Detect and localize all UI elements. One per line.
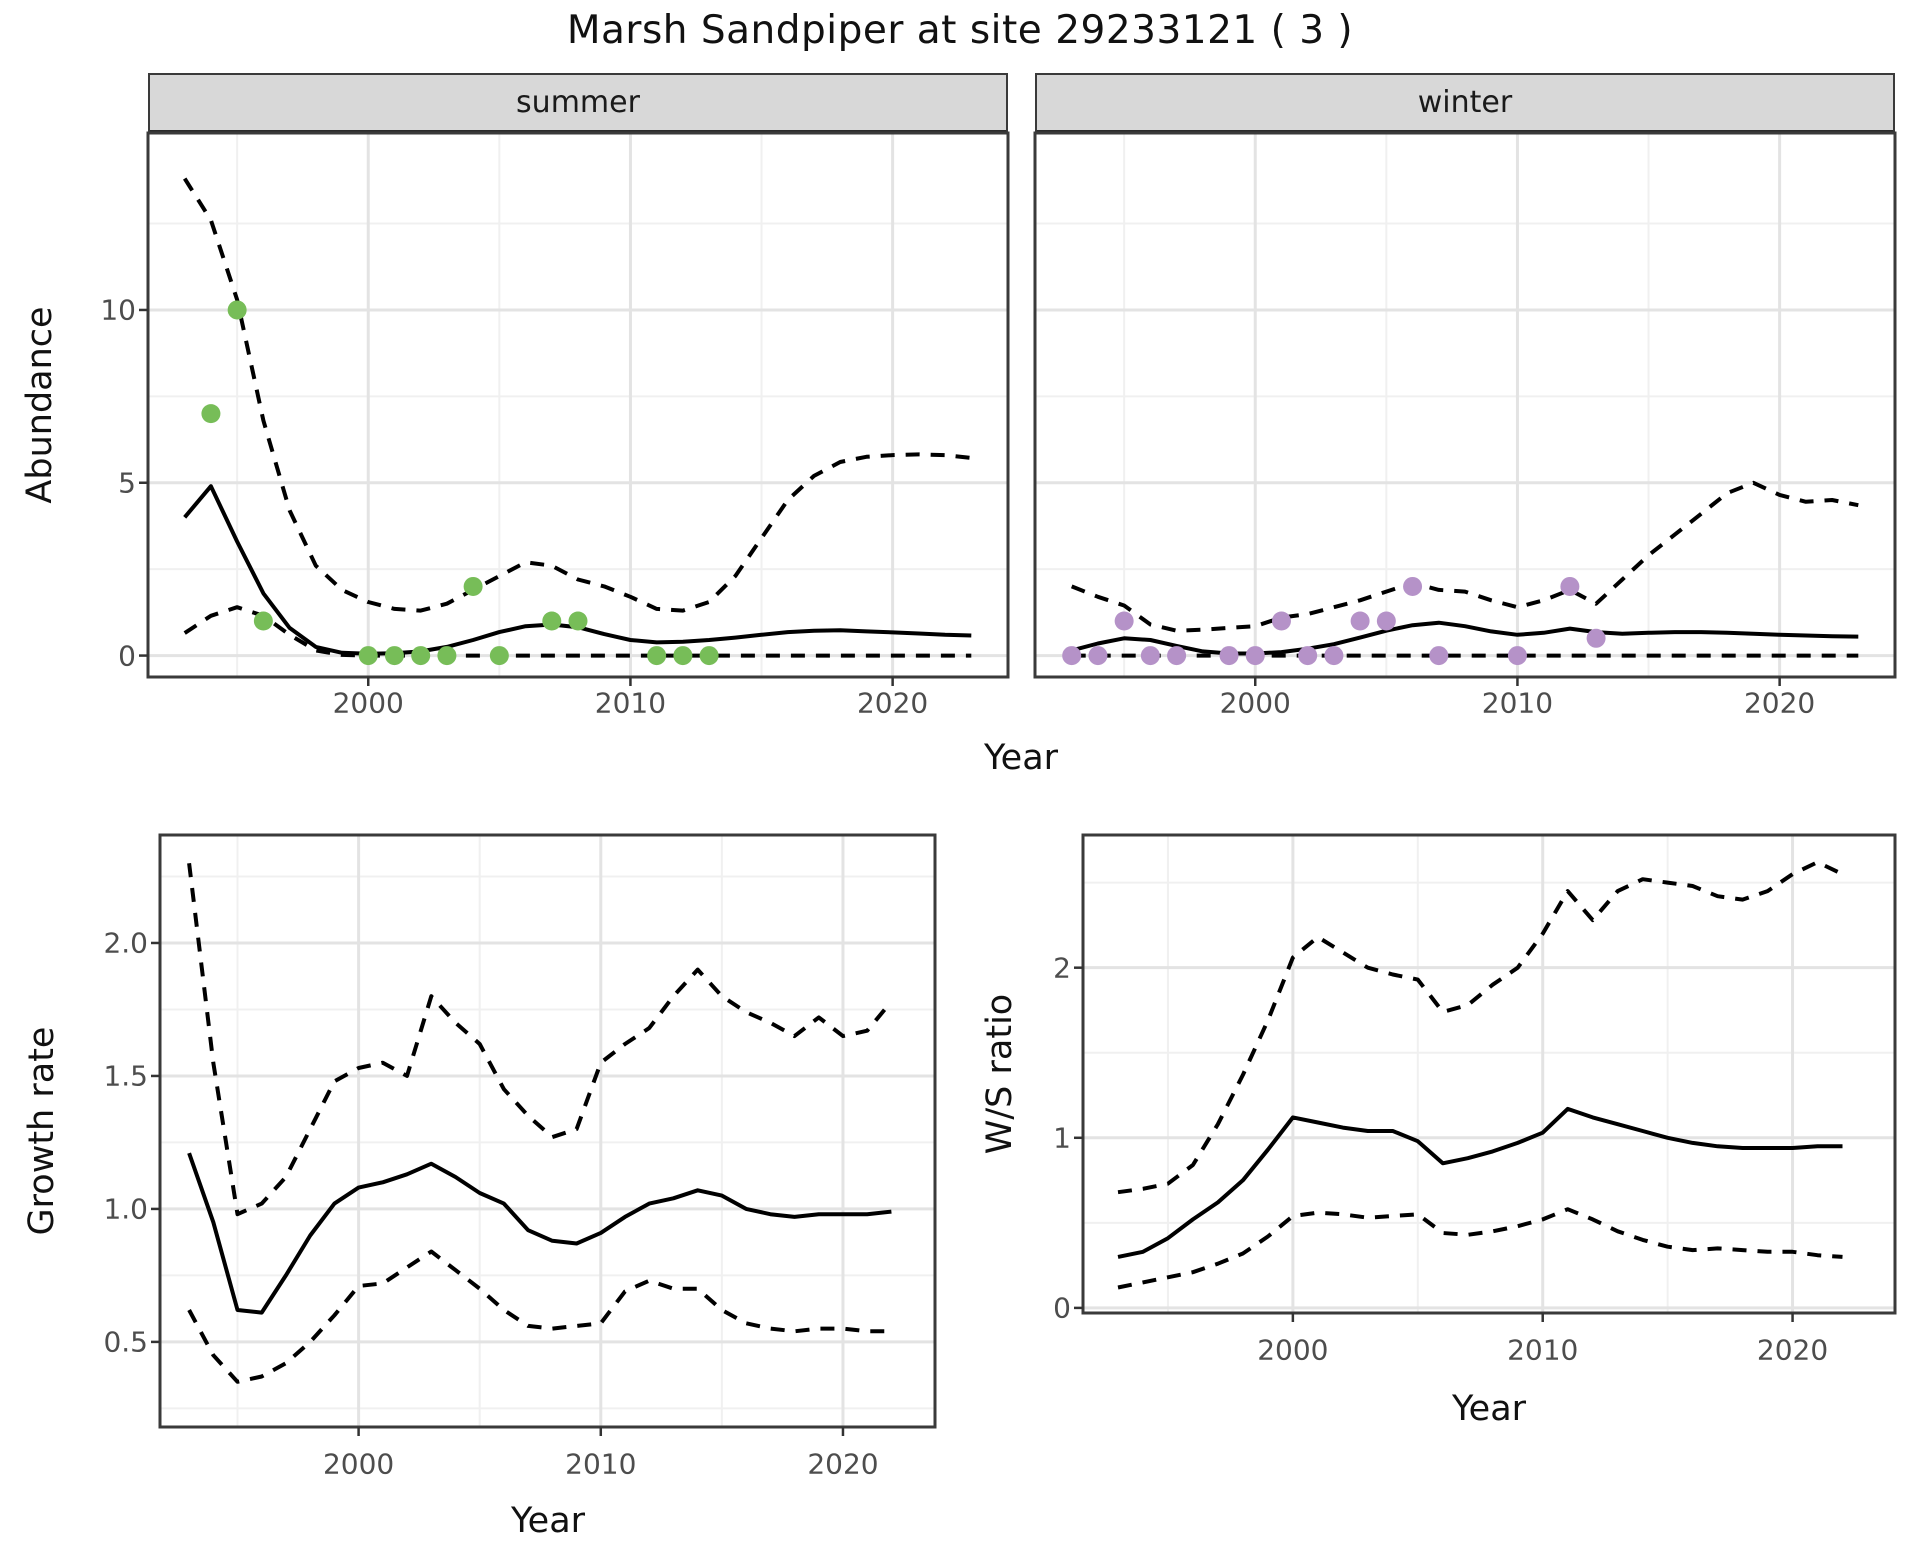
data-point [1167,646,1187,666]
x-tick-label: 2010 [565,1447,637,1481]
x-axis-title-year-ws: Year [1451,1389,1527,1429]
data-point [673,646,693,666]
x-tick-label: 2000 [1219,686,1291,720]
data-point [1560,576,1580,596]
x-tick-label: 2020 [807,1447,879,1481]
x-tick-label: 2020 [1743,686,1816,720]
panel-border [1033,131,1897,679]
ci-upper-line [187,862,893,1217]
data-point [1324,646,1344,666]
y-tick-label: 0 [118,639,136,673]
panel-background [148,133,1008,677]
ci-lower-line [1117,1207,1843,1290]
data-point [568,611,588,631]
panel-growth [151,833,937,1436]
data-point [699,646,719,666]
panel-border [146,131,1010,679]
panel-background [1035,133,1895,677]
data-point [1429,646,1449,666]
y-tick-label: 1 [1053,1121,1071,1155]
x-tick-label: 2000 [1257,1333,1329,1367]
data-point [437,646,457,666]
y-tick-label: 0 [1053,1291,1071,1325]
x-axis-title-year-growth: Year [510,1501,586,1541]
data-point [227,300,247,320]
ci-upper-line [1117,860,1844,1195]
mean-line [1071,620,1859,656]
data-point [542,611,562,631]
chart-title: Marsh Sandpiper at site 29233121 ( 3 ) [566,8,1354,53]
y-tick-label: 1.5 [103,1059,148,1093]
panel-ws [1074,833,1897,1322]
data-point [1403,576,1423,596]
panel-abundance-summer [139,131,1010,686]
x-tick-label: 2000 [332,686,404,720]
ci-upper-line [183,177,972,613]
y-tick-label: 10 [100,293,136,327]
y-tick-label: 0.5 [103,1325,148,1359]
data-point [253,611,273,631]
mean-line [1117,1106,1843,1259]
y-tick-label: 5 [118,466,136,500]
mean-line [187,1152,892,1315]
x-tick-label: 2020 [856,686,929,720]
ci-lower-line [183,605,972,658]
data-point [1586,628,1606,648]
x-tick-label: 2000 [322,1447,395,1481]
x-tick-label: 2010 [594,686,667,720]
x-tick-label: 2010 [1507,1333,1579,1367]
data-point [1507,646,1527,666]
panel-border [158,833,937,1429]
data-point [358,646,378,666]
panel-border [1081,833,1897,1315]
x-tick-label: 2010 [1481,686,1554,720]
data-point [1140,646,1160,666]
data-point [1271,611,1291,631]
data-point [489,646,509,666]
data-point [1114,611,1134,631]
ci-upper-line [1070,480,1859,633]
data-point [201,404,221,424]
ci-lower-line [187,1249,892,1384]
data-point [411,646,431,666]
facet-strip-winter: winter [1035,73,1895,135]
panel-abundance-winter [1033,131,1897,686]
x-tick-label: 2020 [1756,1333,1829,1367]
data-point [1350,611,1370,631]
facet-strip-label: winter [1417,85,1513,120]
facet-strip-label: summer [516,85,640,120]
data-point [1088,646,1108,666]
data-point [1298,646,1318,666]
y-tick-label: 2.0 [103,926,148,960]
y-axis-title-ws-ratio: W/S ratio [980,993,1020,1155]
y-tick-label: 1.0 [103,1192,148,1226]
panel-background [160,835,935,1427]
data-point [1376,611,1396,631]
x-axis-title-year-top: Year [983,738,1059,778]
data-point [463,576,483,596]
data-point [1245,646,1265,666]
facet-strip-summer: summer [148,73,1008,135]
data-point [647,646,667,666]
panel-background [1083,835,1895,1313]
data-point [384,646,404,666]
y-axis-title-growth-rate: Growth rate [22,1026,62,1236]
y-tick-label: 2 [1053,951,1071,985]
y-axis-title-abundance: Abundance [20,306,60,504]
data-point [1219,646,1239,666]
data-point [1062,646,1082,666]
